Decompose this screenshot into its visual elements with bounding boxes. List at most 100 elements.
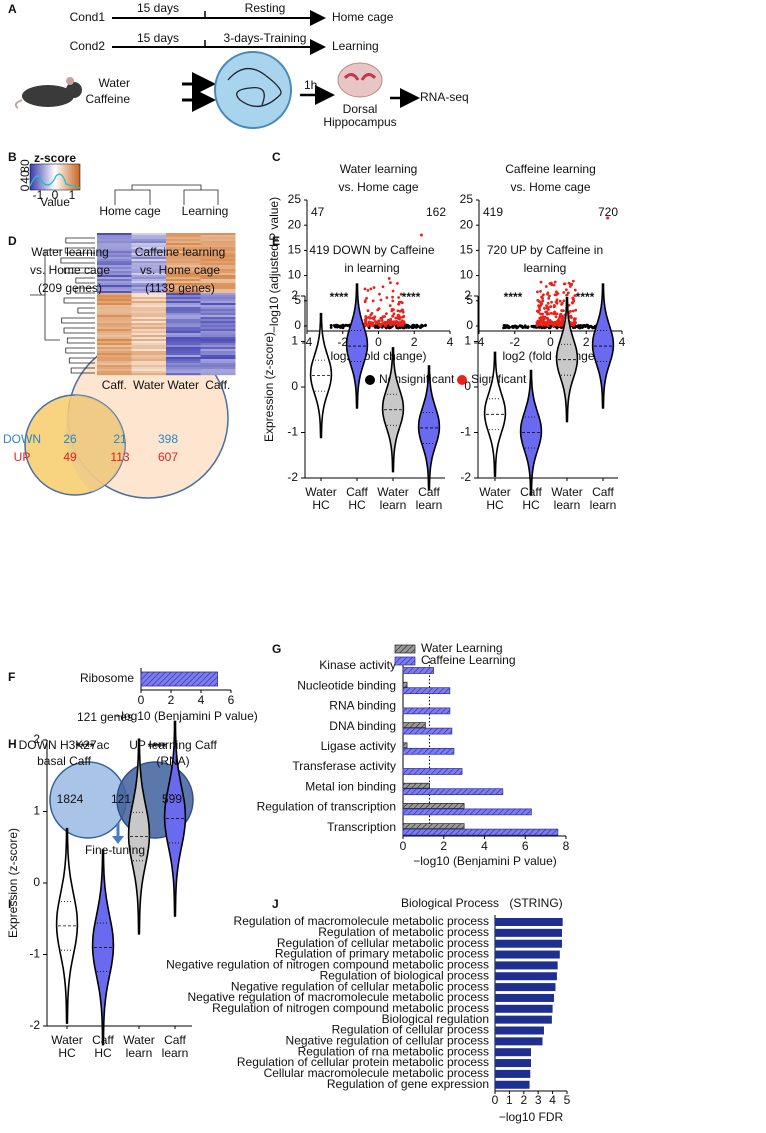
- sig-point: [553, 293, 557, 297]
- sig-point: [367, 315, 371, 319]
- y-tick-label: Regulation of rna metabolic process: [298, 1044, 489, 1058]
- heatmap-cell: [97, 315, 132, 318]
- heatmap-cell: [97, 327, 132, 330]
- sig-point: [549, 322, 553, 326]
- heatmap-cell: [97, 287, 132, 290]
- sig-point: [566, 291, 570, 295]
- heatmap-cell: [166, 275, 201, 278]
- y-tick-label: Negative regulation of nitrogen compound…: [166, 958, 489, 972]
- sig-point: [396, 309, 400, 313]
- heatmap-cell: [131, 345, 167, 348]
- heatmap-cell: [97, 337, 132, 340]
- sig-point: [391, 295, 394, 299]
- heatmap-cell: [166, 265, 201, 268]
- x-tick-label: 2: [168, 693, 175, 707]
- sig-point: [389, 317, 393, 321]
- x-tick-label: HC: [94, 1046, 112, 1060]
- heatmap-cell: [166, 247, 201, 250]
- sig-point: [391, 289, 395, 293]
- heatmap-cell: [97, 321, 132, 324]
- heatmap-cell: [131, 273, 167, 276]
- nonsig-point: [578, 324, 582, 327]
- y-tick-label: Regulation of cellular process: [332, 1023, 489, 1037]
- x-tick-label: 4: [481, 839, 488, 853]
- heatmap-cell: [131, 257, 167, 260]
- bar: [495, 918, 563, 926]
- heatmap-cell: [131, 341, 167, 344]
- heatmap-cell: [166, 333, 201, 336]
- sig-point: [552, 283, 556, 287]
- y-tick-label: DNA binding: [329, 719, 396, 733]
- heatmap-cell: [166, 351, 201, 354]
- heatmap-cell: [200, 239, 236, 242]
- heatmap-cell: [200, 371, 236, 374]
- x-tick-label: Water: [51, 1033, 83, 1047]
- sig-point: [389, 281, 392, 285]
- overlap-count: 121: [111, 792, 131, 806]
- sig-point: [539, 290, 542, 293]
- up-count: 607: [158, 450, 178, 464]
- bar: [495, 1048, 531, 1057]
- y-tick-label: 1: [291, 334, 298, 348]
- heatmap-cell: [97, 357, 132, 360]
- dendrogram-branch: [66, 337, 95, 344]
- heatmap-cell: [166, 329, 201, 332]
- y-tick-label: 25: [460, 192, 474, 206]
- nonsig-point: [589, 325, 593, 329]
- heatmap-cell: [166, 337, 201, 340]
- heatmap-cell: [166, 271, 201, 274]
- significance-label: ****: [76, 740, 95, 754]
- y-tick-label: 15: [288, 243, 302, 257]
- sig-point: [392, 322, 396, 326]
- nonsig-point: [533, 325, 537, 329]
- heatmap-cell: [97, 333, 132, 336]
- sig-point: [535, 309, 539, 313]
- y-tick-label: Regulation of cellular protein metabolic…: [237, 1055, 489, 1069]
- heatmap-cell: [131, 337, 167, 340]
- dendrogram-branch: [65, 237, 95, 244]
- heatmap-cell: [131, 365, 167, 368]
- sig-point: [538, 308, 541, 312]
- heatmap-cell: [97, 355, 132, 358]
- heatmap-cell: [166, 311, 201, 314]
- heatmap-cell: [166, 251, 201, 254]
- violin: [591, 283, 615, 409]
- dendrogram-branch: [75, 277, 95, 284]
- sig-point: [402, 320, 406, 324]
- y-axis-label: Expression (z-score): [6, 828, 20, 938]
- plot-title: Biological Process: [401, 896, 499, 910]
- bar: [495, 950, 560, 959]
- heatmap-cell: [97, 233, 132, 236]
- heatmap-cell: [97, 347, 132, 350]
- heatmap-cell: [166, 365, 201, 368]
- heatmap-cell: [131, 307, 167, 310]
- outcome-label: Fine-tuning: [85, 843, 145, 857]
- sig-point: [545, 310, 549, 314]
- nonsig-point: [587, 326, 590, 330]
- sig-point: [573, 288, 577, 292]
- down-count: 398: [158, 432, 178, 446]
- heatmap-cell: [200, 267, 236, 270]
- heatmap-cell: [97, 269, 132, 272]
- sig-point: [366, 288, 370, 292]
- heatmap-cell: [200, 279, 236, 282]
- y-tick-label: Regulation of nitrogen compound metaboli…: [212, 1001, 489, 1015]
- sig-point: [381, 285, 385, 289]
- sig-point: [573, 317, 576, 321]
- y-tick-label: Regulation of transcription: [257, 800, 396, 814]
- nonsig-point: [333, 324, 337, 328]
- sig-point: [544, 323, 548, 326]
- y-tick-label: -1: [287, 425, 298, 439]
- heatmap-cell: [97, 373, 132, 376]
- x-tick-label: Caff: [164, 1033, 186, 1047]
- sig-point: [547, 312, 551, 316]
- heatmap-cell: [131, 245, 167, 248]
- y-axis-label: −log10 (adjusted P value): [267, 197, 281, 333]
- sig-point: [387, 277, 391, 280]
- up-count: 162: [426, 205, 446, 219]
- heatmap-cell: [200, 259, 236, 262]
- legend-swatch: [365, 375, 375, 385]
- sig-point: [372, 286, 376, 289]
- x-tick-label: HC: [58, 1046, 76, 1060]
- heatmap-cell: [166, 369, 201, 372]
